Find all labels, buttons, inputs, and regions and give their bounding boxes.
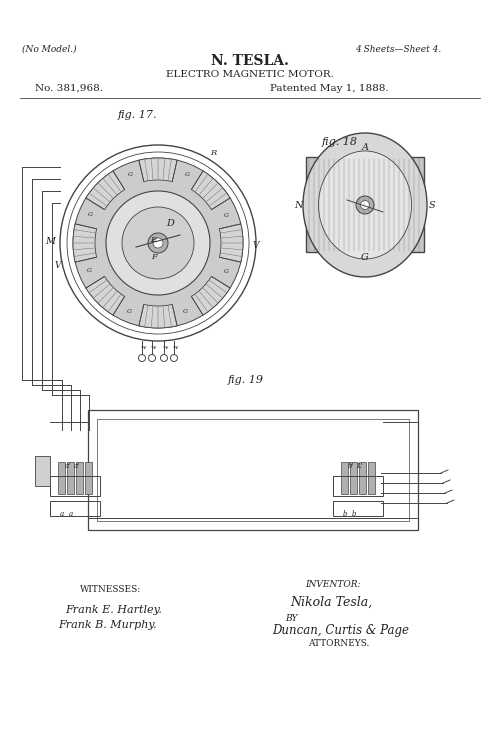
Wedge shape	[192, 171, 230, 210]
Text: V: V	[55, 261, 62, 270]
Text: M: M	[45, 236, 55, 245]
Text: G: G	[361, 253, 369, 262]
Text: INVENTOR:: INVENTOR:	[305, 580, 360, 589]
Text: w: w	[140, 345, 145, 350]
Text: Duncan, Curtis & Page: Duncan, Curtis & Page	[272, 624, 409, 637]
Text: (No Model.): (No Model.)	[22, 45, 76, 54]
Text: G: G	[224, 213, 229, 218]
Text: G: G	[224, 269, 228, 275]
Text: G: G	[184, 172, 190, 178]
Circle shape	[153, 238, 163, 248]
Bar	[350, 462, 357, 494]
Wedge shape	[86, 171, 124, 210]
Bar	[359, 462, 366, 494]
Wedge shape	[139, 158, 177, 181]
Bar	[368, 462, 375, 494]
Wedge shape	[139, 305, 177, 328]
Bar	[50, 476, 100, 496]
Text: a: a	[60, 510, 64, 518]
Text: G: G	[128, 172, 133, 177]
Circle shape	[170, 355, 177, 362]
Wedge shape	[192, 277, 230, 315]
Text: Patented May 1, 1888.: Patented May 1, 1888.	[270, 84, 388, 93]
Circle shape	[148, 233, 168, 253]
Text: Frank B. Murphy.: Frank B. Murphy.	[58, 620, 156, 630]
Text: No. 381,968.: No. 381,968.	[35, 84, 103, 93]
Text: fig. 18: fig. 18	[322, 137, 358, 147]
Bar	[35, 456, 50, 486]
Text: ATTORNEYS.: ATTORNEYS.	[308, 639, 370, 648]
Ellipse shape	[318, 151, 412, 259]
Ellipse shape	[303, 133, 427, 277]
Text: w: w	[162, 345, 168, 350]
Bar	[333, 476, 383, 496]
Bar	[88, 410, 418, 530]
Text: w: w	[172, 345, 178, 350]
Text: a': a'	[74, 462, 80, 470]
Circle shape	[148, 355, 156, 362]
Text: L': L'	[356, 462, 363, 470]
Bar	[50, 501, 100, 516]
Bar	[76, 462, 83, 494]
Circle shape	[106, 191, 210, 295]
Text: G: G	[126, 308, 132, 313]
Text: ELECTRO MAGNETIC MOTOR.: ELECTRO MAGNETIC MOTOR.	[166, 70, 334, 79]
Bar	[97, 419, 409, 521]
Circle shape	[138, 355, 145, 362]
Bar	[333, 501, 383, 516]
Bar	[306, 157, 424, 252]
Circle shape	[122, 207, 194, 279]
Wedge shape	[73, 224, 96, 262]
Text: A: A	[362, 143, 368, 152]
Text: V: V	[253, 241, 260, 250]
Text: Frank E. Hartley.: Frank E. Hartley.	[65, 605, 162, 615]
Bar	[85, 462, 92, 494]
Text: b': b'	[348, 462, 354, 470]
Text: 4 Sheets—Sheet 4.: 4 Sheets—Sheet 4.	[355, 45, 442, 54]
Wedge shape	[86, 277, 124, 315]
Text: Nikola Tesla,: Nikola Tesla,	[290, 596, 372, 609]
Text: G: G	[88, 211, 92, 217]
Text: fig. 19: fig. 19	[228, 375, 264, 385]
Text: b: b	[342, 510, 347, 518]
Text: N: N	[294, 200, 302, 209]
Circle shape	[160, 355, 168, 362]
Text: a': a'	[65, 462, 71, 470]
Text: G: G	[183, 309, 188, 314]
Text: WITNESSES:: WITNESSES:	[80, 585, 142, 594]
Text: BY: BY	[285, 614, 298, 623]
Text: D: D	[166, 219, 174, 228]
Bar	[67, 462, 74, 494]
Bar	[341, 462, 348, 494]
Text: E: E	[150, 236, 156, 244]
Text: a: a	[68, 510, 72, 518]
Text: S: S	[428, 200, 436, 209]
Text: G: G	[87, 268, 92, 273]
Circle shape	[360, 200, 370, 209]
Bar	[58, 462, 65, 494]
Text: b: b	[351, 510, 356, 518]
Text: w: w	[150, 345, 156, 350]
Wedge shape	[220, 224, 243, 262]
Text: fig. 17.: fig. 17.	[118, 110, 158, 120]
Circle shape	[356, 196, 374, 214]
Text: R: R	[210, 149, 216, 157]
Text: F: F	[151, 253, 157, 261]
Text: N. TESLA.: N. TESLA.	[211, 54, 289, 68]
Circle shape	[73, 158, 243, 328]
